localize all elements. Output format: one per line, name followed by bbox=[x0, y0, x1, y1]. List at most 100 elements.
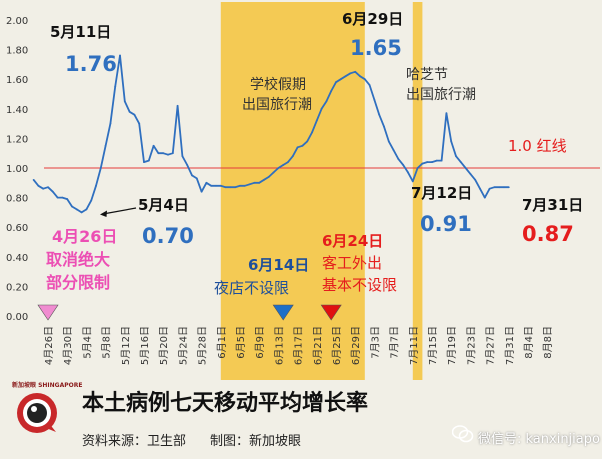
footer-title: 本土病例七天移动平均增长率 bbox=[82, 391, 369, 416]
data-point bbox=[445, 112, 448, 115]
data-point bbox=[426, 161, 429, 163]
y-tick-label: 1.20 bbox=[6, 134, 28, 145]
data-point bbox=[133, 113, 136, 116]
data-point bbox=[152, 144, 155, 147]
event-apr26-line1: 4月26日 bbox=[52, 227, 118, 246]
data-point bbox=[392, 149, 395, 152]
data-point bbox=[243, 184, 246, 187]
data-point bbox=[80, 211, 83, 214]
y-tick-label: 1.00 bbox=[6, 164, 28, 175]
data-point bbox=[368, 84, 371, 87]
data-point bbox=[311, 131, 313, 134]
x-tick-label: 6月21日 bbox=[312, 326, 324, 365]
series-line-0 bbox=[32, 54, 509, 214]
data-point bbox=[330, 90, 333, 92]
data-point bbox=[181, 155, 184, 158]
data-point bbox=[402, 164, 405, 166]
data-point bbox=[56, 196, 59, 199]
annotation-school-holiday-line1: 学校假期 bbox=[250, 77, 306, 93]
annotation-jun29-value: 1.65 bbox=[350, 36, 402, 60]
data-point bbox=[354, 70, 357, 73]
data-point bbox=[479, 187, 481, 190]
data-point bbox=[435, 159, 438, 162]
data-point bbox=[503, 186, 505, 189]
data-point bbox=[469, 173, 472, 175]
data-point bbox=[507, 186, 510, 189]
data-point bbox=[104, 144, 107, 147]
data-point bbox=[61, 196, 64, 199]
data-point bbox=[397, 158, 400, 161]
data-point bbox=[37, 184, 40, 187]
data-point bbox=[157, 152, 160, 155]
x-tick-label: 6月9日 bbox=[254, 326, 266, 359]
footer-credit: 制图：新加坡眼 bbox=[210, 434, 302, 449]
x-tick-label: 6月1日 bbox=[216, 326, 228, 359]
data-point bbox=[421, 162, 424, 165]
data-point bbox=[210, 184, 213, 187]
data-point bbox=[291, 155, 294, 158]
data-point bbox=[296, 146, 299, 149]
data-point bbox=[258, 181, 261, 184]
annotation-may4-date: 5月4日 bbox=[138, 196, 189, 214]
annotation-jul31-date: 7月31日 bbox=[522, 196, 584, 214]
data-point bbox=[325, 100, 328, 103]
data-point bbox=[344, 75, 347, 78]
data-point bbox=[272, 171, 275, 174]
data-point bbox=[359, 75, 361, 78]
x-tick-label: 5月8日 bbox=[101, 326, 113, 359]
data-point bbox=[282, 164, 285, 166]
data-point bbox=[335, 81, 337, 84]
data-point bbox=[498, 186, 501, 189]
data-point bbox=[440, 159, 443, 162]
data-point bbox=[109, 122, 112, 125]
data-point bbox=[387, 140, 390, 143]
x-tick-label: 5月20日 bbox=[158, 326, 170, 365]
y-tick-label: 1.40 bbox=[6, 105, 28, 116]
data-point bbox=[75, 208, 78, 211]
data-point bbox=[186, 164, 189, 166]
highlight-band-0 bbox=[220, 2, 365, 380]
data-point bbox=[66, 198, 69, 200]
x-tick-label: 6月29日 bbox=[350, 326, 362, 365]
y-tick-label: 0.80 bbox=[6, 194, 28, 205]
annotation-jul12-value: 0.91 bbox=[420, 212, 472, 236]
x-tick-label: 7月19日 bbox=[446, 326, 458, 365]
x-tick-label: 8月4日 bbox=[523, 326, 535, 359]
data-point bbox=[431, 161, 433, 163]
data-point bbox=[373, 99, 376, 101]
x-tick-label: 7月31日 bbox=[504, 326, 516, 365]
data-point bbox=[191, 174, 193, 177]
x-tick-label: 7月27日 bbox=[485, 326, 497, 365]
annotation-school-holiday-line2: 出国旅行潮 bbox=[242, 97, 312, 113]
data-point bbox=[200, 190, 203, 193]
data-point bbox=[378, 113, 381, 116]
event-jun24-line2: 客工外出 bbox=[322, 254, 383, 272]
x-tick-label: 5月12日 bbox=[120, 326, 132, 365]
x-tick-label: 5月4日 bbox=[81, 326, 93, 359]
data-point bbox=[483, 196, 486, 199]
data-point bbox=[320, 107, 323, 110]
data-point bbox=[407, 171, 409, 174]
line-chart: 0.00 0.20 0.40 0.60 0.80 1.00 1.20 1.40 1.60 1.80… bbox=[6, 2, 600, 380]
x-tick-label: 7月3日 bbox=[369, 326, 381, 359]
data-point bbox=[383, 125, 385, 128]
highlight-band-1 bbox=[412, 2, 423, 380]
annotation-may11-value: 1.76 bbox=[65, 52, 117, 76]
x-tick-label: 6月25日 bbox=[331, 326, 343, 365]
data-point bbox=[474, 178, 477, 181]
redline-label: 1.0 红线 bbox=[508, 137, 567, 155]
data-point bbox=[263, 178, 265, 181]
event-jun14-line2: 夜店不设限 bbox=[214, 279, 290, 297]
x-tick-label: 7月11日 bbox=[408, 326, 420, 365]
data-point bbox=[205, 181, 208, 184]
data-point bbox=[277, 167, 280, 169]
x-tick-label: 4月30日 bbox=[62, 326, 74, 365]
data-point bbox=[229, 186, 232, 189]
data-point bbox=[464, 167, 467, 169]
y-tick-label: 1.60 bbox=[6, 75, 28, 86]
event-jun24-line1: 6月24日 bbox=[322, 232, 384, 250]
data-point bbox=[306, 140, 309, 143]
x-tick-label: 7月15日 bbox=[427, 326, 439, 365]
data-point bbox=[363, 78, 366, 81]
